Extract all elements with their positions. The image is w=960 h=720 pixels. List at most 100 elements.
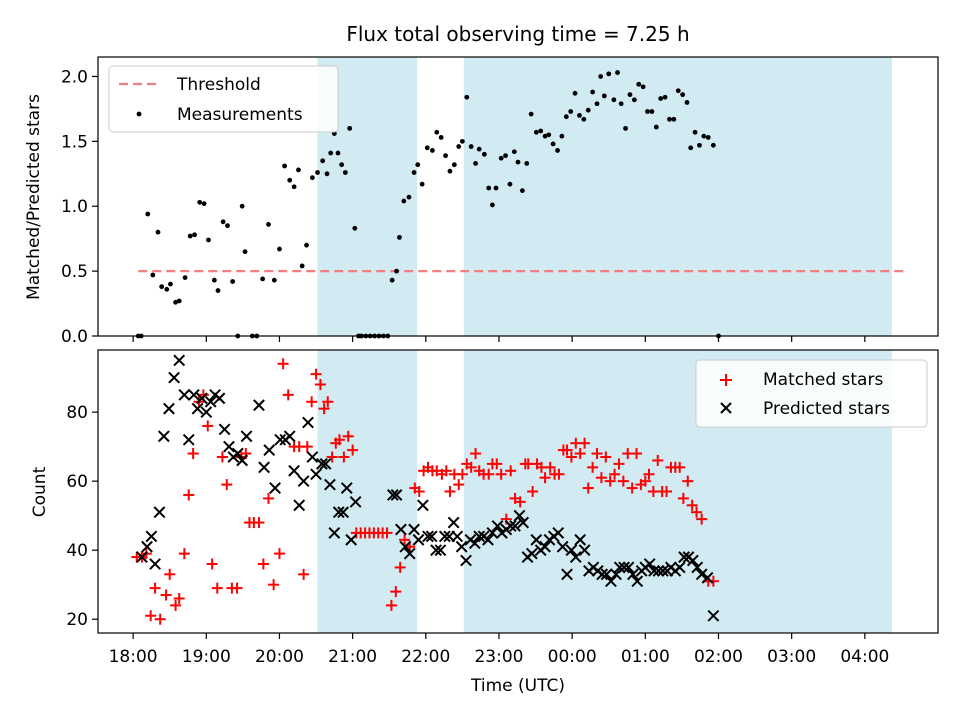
matched-star-marker bbox=[514, 496, 526, 508]
matched-star-marker bbox=[333, 434, 345, 446]
count-y-ticks: 20 40 60 80 bbox=[66, 403, 98, 630]
matched-star-marker bbox=[277, 358, 289, 370]
predicted-star-marker bbox=[213, 392, 226, 405]
matched-star-marker bbox=[456, 468, 468, 480]
measurement-point bbox=[242, 249, 248, 255]
predicted-star-marker bbox=[191, 402, 204, 415]
measurement-point bbox=[299, 263, 305, 269]
predicted-star-marker bbox=[643, 558, 656, 570]
predicted-star-marker bbox=[149, 558, 161, 570]
predicted-star-marker bbox=[141, 540, 153, 553]
predicted-star-marker bbox=[605, 575, 617, 588]
matched-star-marker bbox=[187, 448, 199, 460]
measurement-point bbox=[568, 109, 574, 114]
measurement-point bbox=[456, 144, 462, 149]
measurement-point bbox=[324, 171, 330, 177]
measurement-point bbox=[192, 232, 197, 238]
legend-threshold-label: Threshold bbox=[176, 75, 261, 95]
measurement-point bbox=[394, 268, 399, 274]
matched-star-marker bbox=[338, 451, 350, 463]
y-tick-label: 80 bbox=[66, 403, 88, 423]
y-tick-label: 20 bbox=[66, 610, 88, 630]
y-tick-label: 0.5 bbox=[61, 262, 88, 282]
predicted-star-marker bbox=[293, 499, 306, 512]
predicted-star-marker bbox=[613, 561, 626, 574]
predicted-star-marker bbox=[399, 540, 412, 553]
ratio-plot-frame bbox=[97, 56, 939, 337]
predicted-star-marker bbox=[263, 444, 276, 456]
predicted-star-marker bbox=[569, 551, 582, 563]
predicted-star-marker bbox=[596, 568, 609, 581]
predicted-star-marker bbox=[425, 530, 438, 543]
predicted-star-marker bbox=[622, 561, 635, 574]
predicted-star-marker bbox=[236, 454, 249, 467]
measurement-point bbox=[347, 125, 353, 131]
matched-star-marker bbox=[465, 461, 477, 473]
predicted-star-marker bbox=[345, 533, 358, 546]
measurement-point bbox=[429, 148, 435, 153]
matched-star-marker bbox=[691, 506, 703, 518]
matched-star-marker bbox=[440, 465, 452, 477]
measurement-point bbox=[443, 153, 448, 159]
x-tick-label: 03:00 bbox=[767, 647, 816, 667]
measurement-point bbox=[601, 93, 607, 99]
measurement-point bbox=[680, 92, 686, 98]
predicted-star-marker bbox=[695, 568, 708, 581]
measurement-point bbox=[486, 185, 492, 191]
measurement-point bbox=[476, 146, 482, 152]
matched-star-marker bbox=[491, 458, 503, 470]
measurement-point bbox=[406, 194, 412, 200]
measurement-point bbox=[640, 84, 646, 90]
measurement-point bbox=[533, 129, 539, 135]
predicted-star-marker bbox=[302, 416, 314, 429]
predicted-star-marker bbox=[168, 371, 181, 384]
measurement-point bbox=[662, 94, 668, 100]
measurement-point bbox=[645, 109, 650, 114]
predicted-star-marker bbox=[173, 354, 186, 367]
matched-star-marker bbox=[160, 589, 172, 601]
matched-star-marker bbox=[582, 482, 594, 494]
measurement-point bbox=[150, 272, 156, 278]
predicted-star-marker bbox=[231, 447, 244, 460]
measurement-point bbox=[155, 229, 161, 235]
x-tick-label: 04:00 bbox=[840, 647, 889, 667]
predicted-star-marker bbox=[648, 564, 661, 577]
predicted-star-marker bbox=[408, 523, 421, 536]
predicted-star-marker bbox=[349, 495, 362, 508]
measurement-point bbox=[173, 299, 178, 305]
measurement-point bbox=[653, 124, 659, 130]
measurement-point bbox=[424, 145, 430, 151]
matched-star-marker bbox=[268, 579, 280, 591]
predicted-star-marker bbox=[509, 520, 521, 532]
measurement-point bbox=[220, 219, 226, 225]
predicted-star-markers bbox=[135, 354, 720, 622]
predicted-star-marker bbox=[412, 533, 425, 546]
measurement-point bbox=[282, 163, 287, 169]
matched-star-marker bbox=[262, 492, 274, 504]
matched-star-marker bbox=[631, 448, 643, 460]
predicted-star-marker bbox=[310, 468, 322, 481]
matched-star-marker bbox=[470, 448, 482, 460]
measurement-point bbox=[339, 162, 345, 168]
predicted-star-marker bbox=[297, 475, 310, 488]
predicted-star-marker bbox=[340, 482, 353, 494]
predicted-star-marker bbox=[204, 395, 217, 408]
predicted-star-marker bbox=[486, 527, 499, 539]
matched-star-marker bbox=[565, 451, 577, 463]
matched-star-marker bbox=[574, 448, 586, 460]
matched-star-marker bbox=[173, 592, 185, 604]
predicted-star-marker bbox=[455, 540, 468, 553]
measurement-point bbox=[320, 158, 326, 164]
predicted-star-marker bbox=[691, 561, 704, 574]
predicted-star-marker bbox=[626, 568, 639, 581]
matched-star-marker bbox=[587, 461, 599, 473]
matched-star-marker bbox=[206, 558, 218, 570]
matched-star-marker bbox=[253, 517, 265, 529]
predicted-star-marker bbox=[390, 489, 403, 501]
measurement-point bbox=[636, 81, 642, 87]
measurement-point bbox=[615, 70, 620, 75]
count-legend: Matched stars Predicted stars bbox=[695, 359, 928, 428]
measurement-point bbox=[542, 133, 548, 139]
matched-star-marker bbox=[183, 489, 195, 501]
measurement-point bbox=[159, 284, 165, 290]
